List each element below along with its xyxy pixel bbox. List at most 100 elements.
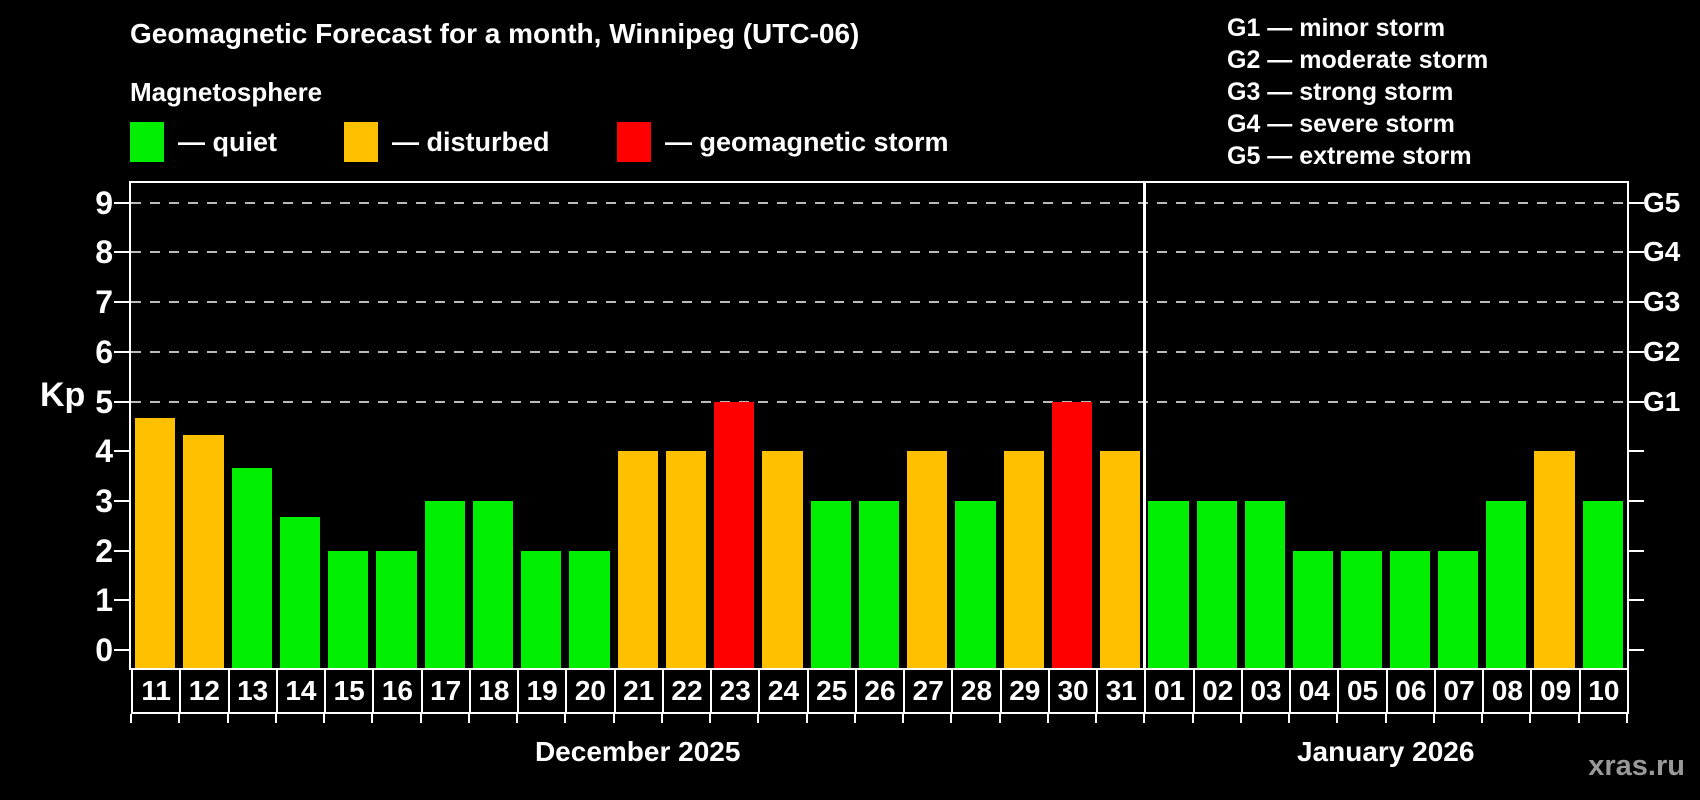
- y-axis-tick-right: [1629, 350, 1644, 353]
- watermark: xras.ru: [1588, 750, 1685, 782]
- kp-bar-06: [1389, 550, 1430, 668]
- day-boundary-tick: [1046, 714, 1049, 723]
- day-boundary-tick: [1432, 714, 1435, 723]
- y-axis-label-5: 5: [95, 383, 113, 420]
- kp-bar-23: [714, 401, 755, 668]
- y-axis-tick-right: [1629, 301, 1644, 304]
- day-boundary-tick: [902, 714, 905, 723]
- day-label-16: 16: [372, 668, 423, 714]
- day-label-12: 12: [179, 668, 230, 714]
- day-label-11: 11: [131, 668, 182, 714]
- kp-bar-26: [858, 500, 900, 668]
- day-label-09: 09: [1530, 668, 1581, 714]
- day-boundary-tick: [1577, 714, 1580, 723]
- kp-bar-29: [1003, 451, 1044, 668]
- kp-bar-22: [665, 451, 707, 668]
- day-boundary-tick: [178, 714, 181, 723]
- kp-bar-08: [1486, 500, 1527, 668]
- magnetosphere-legend: — quiet — disturbed — geomagnetic storm: [130, 120, 1080, 164]
- y-axis-label-9: 9: [95, 184, 113, 221]
- day-label-31: 31: [1096, 668, 1147, 714]
- g-scale-label-G1: G1: [1643, 385, 1681, 417]
- day-boundary-tick: [853, 714, 856, 723]
- kp-bar-28: [955, 500, 996, 668]
- kp-bar-25: [810, 500, 851, 668]
- kp-bar-03: [1244, 500, 1286, 668]
- kp-bar-15: [328, 550, 369, 668]
- y-axis-label-3: 3: [95, 482, 113, 519]
- day-label-02: 02: [1192, 668, 1243, 714]
- g-scale-label-G3: G3: [1643, 286, 1681, 318]
- day-boundary-tick: [130, 714, 132, 723]
- day-boundary-tick: [1239, 714, 1242, 723]
- day-label-20: 20: [565, 668, 616, 714]
- legend-label-quiet: — quiet: [178, 127, 277, 157]
- kp-bar-14: [279, 517, 321, 668]
- day-label-row: 11 12 13 14 15 16 17 18 19 20 21 22 23 24 25 26 27 28 29 30…: [130, 668, 1629, 723]
- day-boundary-tick: [564, 714, 567, 723]
- kp-bar-21: [617, 451, 658, 668]
- day-label-25: 25: [806, 668, 857, 714]
- day-label-13: 13: [227, 668, 278, 714]
- kp-bar-12: [183, 434, 224, 668]
- kp-axis-title: Kp: [40, 376, 86, 414]
- y-axis-tick-left: [114, 301, 129, 304]
- day-label-26: 26: [854, 668, 906, 714]
- day-boundary-tick: [516, 714, 519, 723]
- y-axis-tick-left: [114, 350, 129, 353]
- kp-bar-10: [1582, 500, 1623, 668]
- day-label-08: 08: [1482, 668, 1533, 714]
- day-label-19: 19: [517, 668, 568, 714]
- day-label-04: 04: [1289, 668, 1340, 714]
- y-axis-tick-left: [114, 549, 129, 552]
- day-label-18: 18: [468, 668, 520, 714]
- kp-bar-13: [231, 467, 272, 668]
- y-axis-tick-right: [1629, 201, 1644, 204]
- y-axis-tick-left: [114, 599, 129, 602]
- storm-scale-legend: G1 — minor storm G2 — moderate storm G3 — …: [1227, 12, 1488, 172]
- gridline-kp-7: [131, 301, 1627, 304]
- y-axis-label-8: 8: [95, 234, 113, 271]
- day-boundary-tick: [1336, 714, 1339, 723]
- y-axis-label-1: 1: [95, 582, 113, 619]
- y-axis-tick-left: [114, 499, 129, 502]
- disturbed-color-swatch: [344, 122, 378, 162]
- day-label-15: 15: [324, 668, 375, 714]
- day-boundary-tick: [419, 714, 422, 723]
- day-boundary-tick: [1191, 714, 1194, 723]
- y-axis-label-6: 6: [95, 333, 113, 370]
- day-label-10: 10: [1578, 668, 1629, 714]
- kp-bar-16: [376, 550, 417, 668]
- g-scale-label-G2: G2: [1643, 335, 1681, 367]
- y-axis-label-0: 0: [95, 632, 113, 668]
- day-label-01: 01: [1144, 668, 1195, 714]
- day-label-30: 30: [1047, 668, 1099, 714]
- day-boundary-tick: [1095, 714, 1098, 723]
- day-boundary-tick: [805, 714, 808, 723]
- kp-bar-02: [1196, 500, 1237, 668]
- legend-label-storm: — geomagnetic storm: [665, 127, 949, 157]
- storm-scale-line-g1: G1 — minor storm: [1227, 14, 1446, 42]
- y-axis-tick-right: [1629, 599, 1644, 602]
- day-label-03: 03: [1240, 668, 1292, 714]
- day-label-24: 24: [758, 668, 809, 714]
- storm-scale-line-g4: G4 — severe storm: [1227, 110, 1455, 138]
- y-axis-tick-right: [1629, 251, 1644, 254]
- kp-bar-05: [1341, 550, 1382, 668]
- day-boundary-tick: [660, 714, 663, 723]
- day-label-21: 21: [613, 668, 664, 714]
- day-boundary-tick: [757, 714, 760, 723]
- day-label-17: 17: [420, 668, 471, 714]
- y-axis-label-2: 2: [95, 532, 113, 569]
- y-axis-tick-left: [114, 400, 129, 403]
- gridline-kp-6: [131, 350, 1627, 353]
- day-boundary-tick: [371, 714, 374, 723]
- day-boundary-tick: [1384, 714, 1387, 723]
- quiet-color-swatch: [130, 122, 164, 162]
- day-boundary-tick: [612, 714, 615, 723]
- y-axis-tick-right: [1629, 400, 1644, 403]
- kp-bar-04: [1293, 550, 1334, 668]
- day-boundary-tick: [998, 714, 1001, 723]
- magnetosphere-label: Magnetosphere: [130, 77, 323, 107]
- y-axis-tick-right: [1629, 549, 1644, 552]
